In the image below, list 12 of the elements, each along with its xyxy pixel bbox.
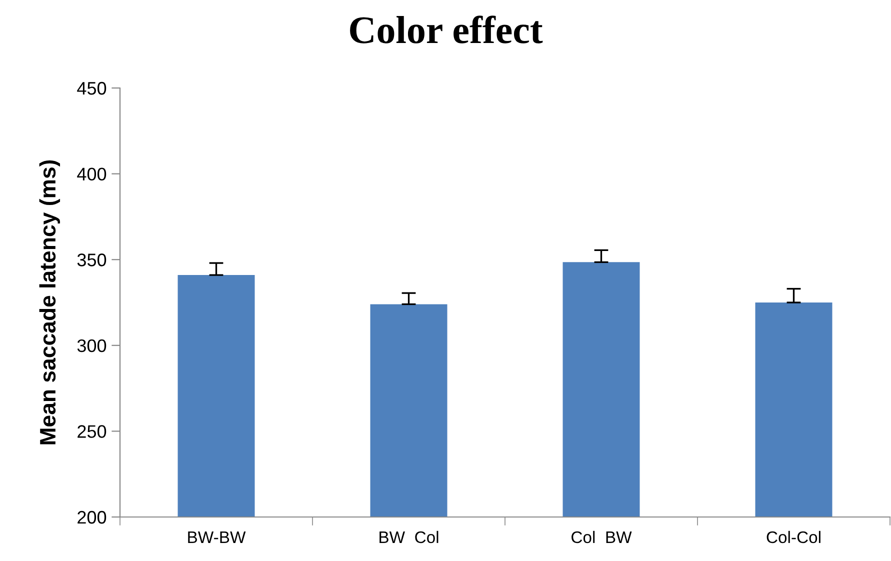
y-tick-label: 200 <box>78 510 106 524</box>
y-tick-label: 450 <box>77 82 106 95</box>
x-tick-label: Col BW <box>572 530 632 544</box>
x-tick-label: Col-Col <box>766 530 820 544</box>
x-tick-label: BW Col <box>380 530 438 544</box>
y-tick-label: 300 <box>77 339 106 352</box>
y-tick-label: 350 <box>77 254 106 266</box>
y-tick-label: 250 <box>78 425 106 438</box>
chart-title: Color effect <box>350 16 543 44</box>
x-tick-label: BW-BW <box>188 532 246 543</box>
y-axis-title: Mean saccade latency (ms) <box>39 160 60 444</box>
y-tick-label: 400 <box>77 168 106 181</box>
